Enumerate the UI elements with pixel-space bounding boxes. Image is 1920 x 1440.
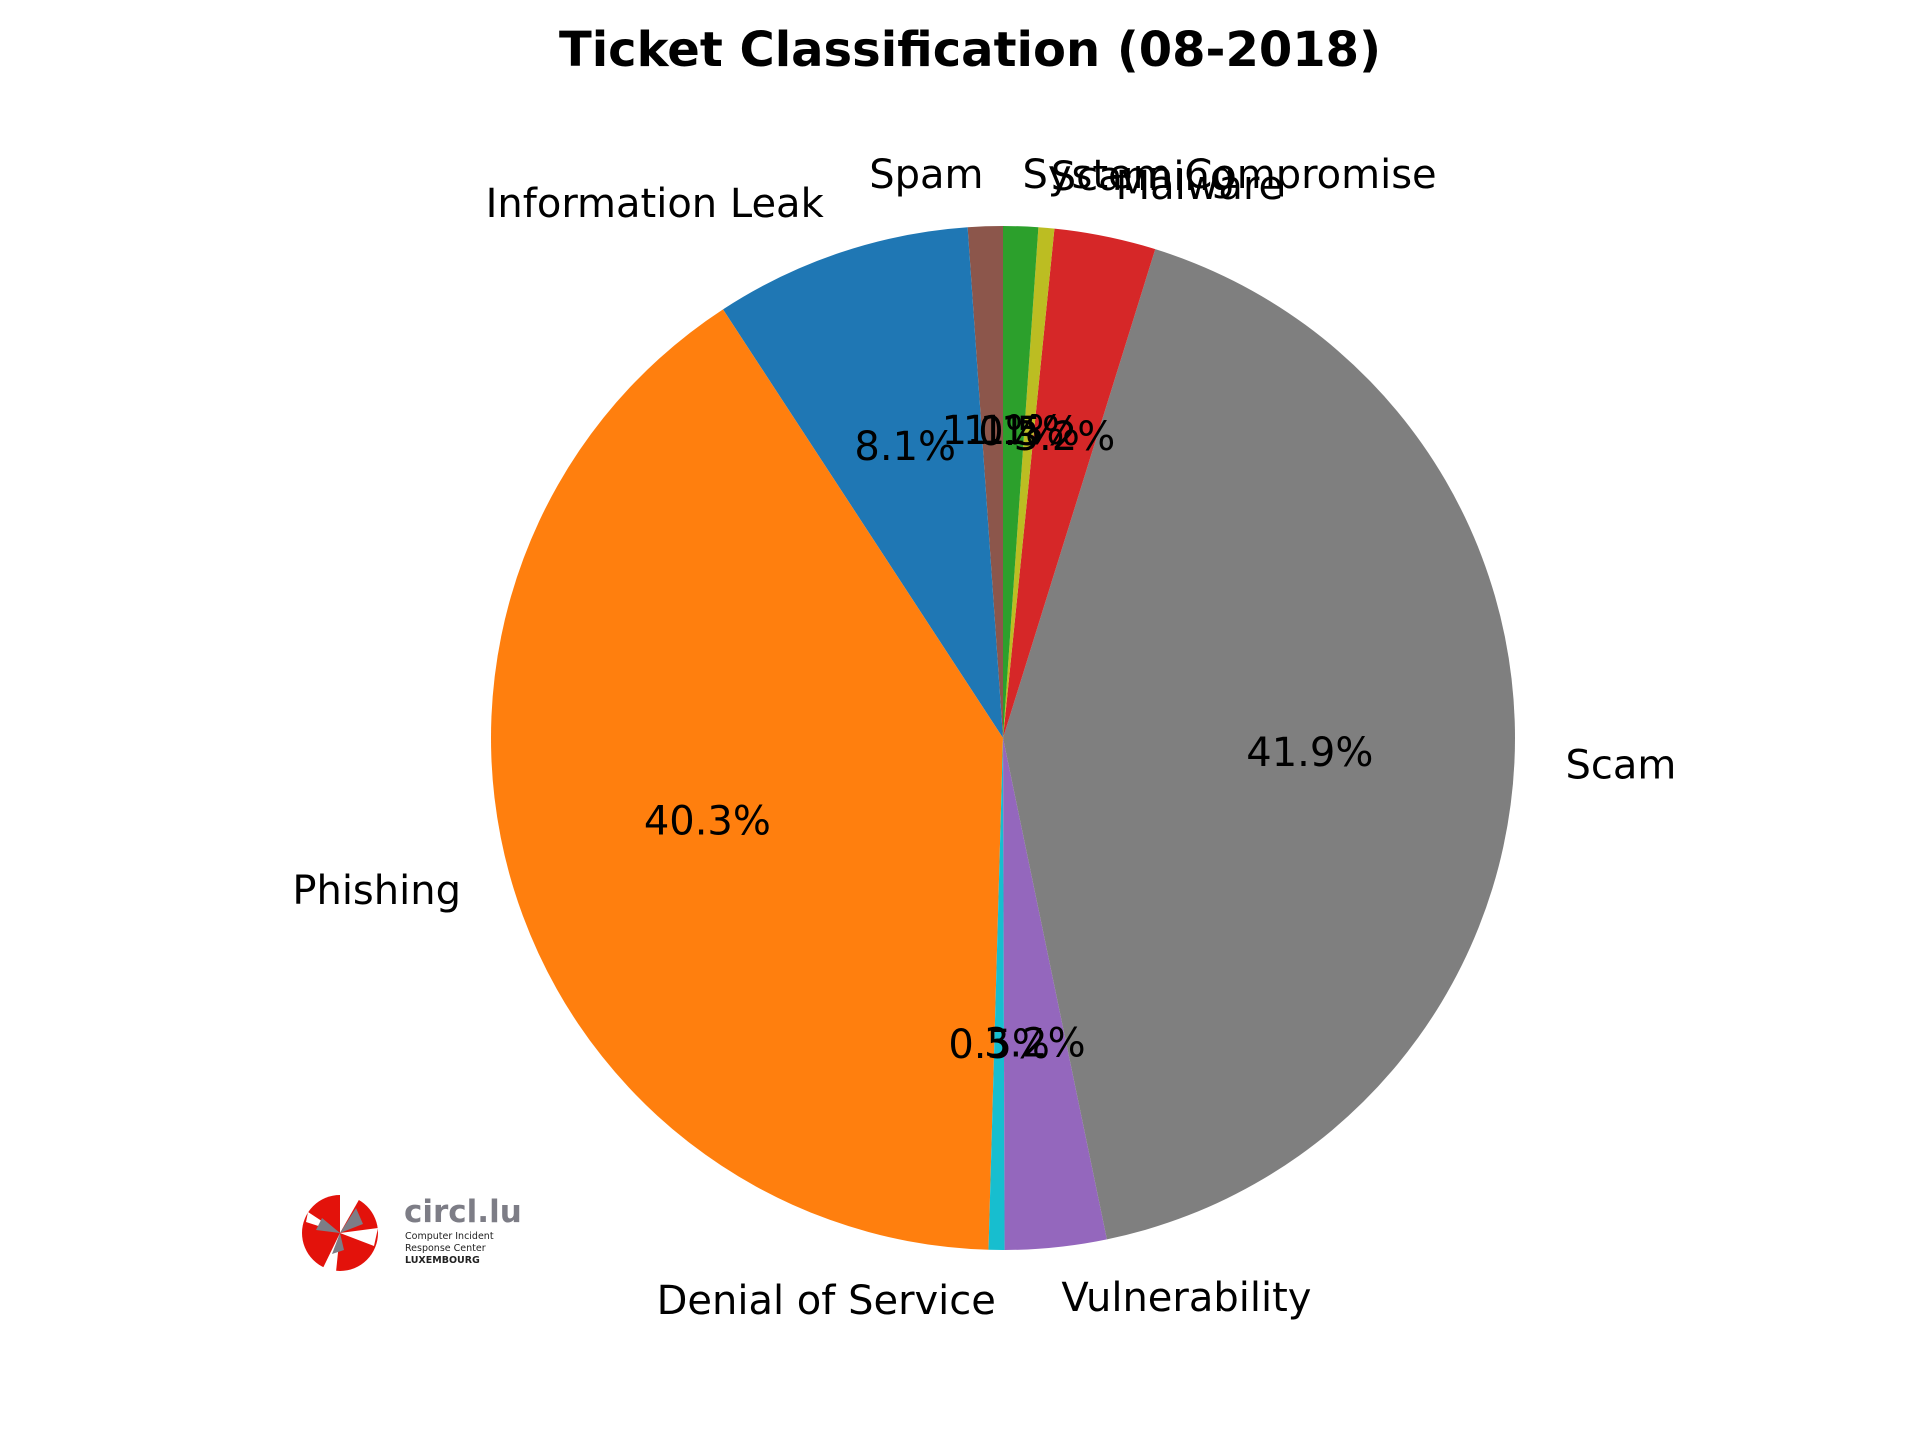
- circl-logo-mark: [302, 1191, 378, 1272]
- pct-label-scanning: 0.5%: [978, 409, 1080, 455]
- pie-slice-phishing: [491, 309, 1003, 1250]
- category-label-malware: Malware: [1116, 163, 1284, 209]
- category-label-phishing: Phishing: [292, 868, 461, 914]
- pct-label-malware: 3.2%: [1014, 414, 1116, 460]
- pct-label-spam: 1.1%: [942, 408, 1044, 454]
- pie-slice-denial-of-service: [988, 738, 1005, 1250]
- category-label-scanning: Scanning: [1051, 154, 1235, 200]
- pct-label-system-compromise: 1.1%: [963, 408, 1065, 454]
- logo-name: circl.lu: [404, 1194, 522, 1230]
- category-label-information-leak: Information Leak: [486, 181, 825, 227]
- pie-slice-system-compromise: [1003, 226, 1039, 738]
- category-label-system-compromise: System Compromise: [1022, 152, 1436, 198]
- pct-label-vulnerability: 3.2%: [984, 1021, 1086, 1067]
- pie-slice-malware: [1003, 228, 1156, 738]
- category-label-scam: Scam: [1566, 742, 1677, 788]
- pct-label-scam: 41.9%: [1246, 730, 1373, 776]
- category-label-denial-of-service: Denial of Service: [657, 1278, 996, 1324]
- logo-line-2: Response Center: [405, 1243, 486, 1254]
- logo-line-3: LUXEMBOURG: [405, 1255, 480, 1266]
- pie-slice-scam: [1003, 249, 1516, 1240]
- category-label-spam: Spam: [869, 152, 983, 198]
- pie-slices: [491, 226, 1516, 1250]
- pie-slice-scanning: [1003, 227, 1055, 738]
- pie-slice-spam: [967, 226, 1003, 738]
- pie-slice-vulnerability: [1003, 738, 1107, 1250]
- percentage-labels: 1.1%8.1%40.3%0.5%3.2%41.9%3.2%0.5%1.1%: [644, 408, 1374, 1068]
- pct-label-phishing: 40.3%: [644, 798, 771, 844]
- pct-label-denial-of-service: 0.5%: [948, 1022, 1050, 1068]
- category-labels: Spam Information Leak Phishing Denial of Se…: [292, 152, 1676, 1324]
- circl-logo: circl.lu Computer Incident Response Cent…: [302, 1191, 522, 1272]
- pie-slice-information-leak: [722, 227, 1003, 738]
- chart-title: Ticket Classification (08-2018): [559, 22, 1381, 78]
- logo-line-1: Computer Incident: [405, 1231, 494, 1242]
- pct-label-information-leak: 8.1%: [854, 424, 956, 470]
- category-label-vulnerability: Vulnerability: [1061, 1275, 1311, 1321]
